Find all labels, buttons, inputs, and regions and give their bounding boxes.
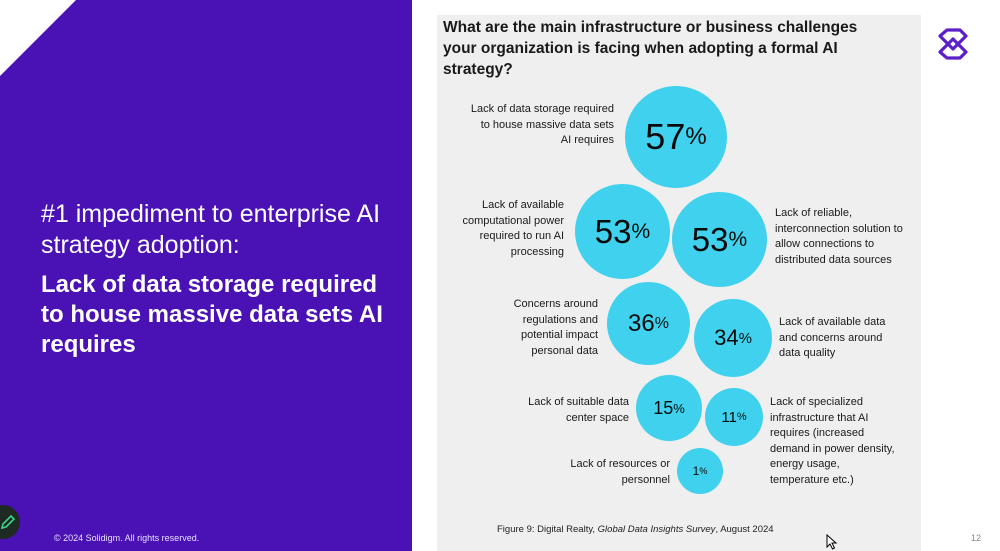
slide-headline: Lack of data storage required to house m… bbox=[41, 271, 383, 358]
bubble-value: 15 bbox=[653, 397, 674, 418]
caption-prefix: Figure 9: Digital Realty, bbox=[497, 524, 598, 535]
bubble-34: 34% bbox=[694, 299, 772, 377]
bubble-unit: % bbox=[699, 466, 708, 476]
slide-subtitle: #1 impediment to enterprise AI strategy … bbox=[41, 200, 381, 259]
label-1: Lack of resources or personnel bbox=[570, 458, 670, 486]
bubble-53b: 53% bbox=[672, 192, 767, 287]
bubble-unit: % bbox=[673, 400, 685, 416]
edit-button[interactable] bbox=[0, 505, 20, 539]
pencil-icon bbox=[0, 514, 16, 530]
bubble-15: 15% bbox=[636, 375, 702, 441]
label-34: Lack of available data and concerns arou… bbox=[779, 316, 886, 359]
bubble-unit: % bbox=[736, 411, 747, 423]
bubble-value: 11 bbox=[721, 408, 737, 426]
bubble-value: 57 bbox=[645, 116, 686, 157]
bubble-value: 36 bbox=[628, 309, 655, 337]
label-36: Concerns around regulations and potentia… bbox=[513, 298, 598, 357]
bubble-1: 1% bbox=[677, 448, 723, 494]
corner-cutout bbox=[0, 0, 76, 76]
bubble-unit: % bbox=[728, 227, 748, 251]
figure-caption: Figure 9: Digital Realty, Global Data In… bbox=[497, 524, 774, 535]
label-11: Lack of specialized infrastructure that … bbox=[770, 396, 895, 486]
bubble-57: 57% bbox=[625, 86, 727, 188]
bubble-unit: % bbox=[685, 123, 707, 150]
bubble-value: 53 bbox=[691, 220, 729, 258]
bubble-36: 36% bbox=[607, 282, 690, 365]
label-53b: Lack of reliable, interconnection soluti… bbox=[775, 207, 903, 266]
page-number: 12 bbox=[971, 533, 982, 543]
bubble-11: 11% bbox=[705, 388, 763, 446]
label-15: Lack of suitable data center space bbox=[528, 396, 629, 424]
bubble-unit: % bbox=[631, 219, 651, 243]
label-57: Lack of data storage required to house m… bbox=[470, 103, 614, 146]
caption-suffix: , August 2024 bbox=[715, 524, 774, 535]
mouse-cursor-icon bbox=[826, 534, 838, 550]
solidigm-logo-icon bbox=[938, 28, 968, 60]
bubble-unit: % bbox=[654, 314, 669, 332]
chart-question: What are the main infrastructure or busi… bbox=[443, 19, 858, 78]
copyright-text: © 2024 Solidigm. All rights reserved. bbox=[54, 533, 200, 543]
bubble-value: 1 bbox=[692, 464, 700, 478]
bubble-value: 34 bbox=[714, 325, 739, 350]
caption-title: Global Data Insights Survey bbox=[597, 524, 716, 535]
left-panel: #1 impediment to enterprise AI strategy … bbox=[0, 0, 412, 551]
bubble-value: 53 bbox=[594, 212, 632, 250]
label-53a: Lack of available computational power re… bbox=[462, 199, 564, 258]
bubble-unit: % bbox=[738, 329, 752, 347]
bubble-53a: 53% bbox=[575, 184, 670, 279]
